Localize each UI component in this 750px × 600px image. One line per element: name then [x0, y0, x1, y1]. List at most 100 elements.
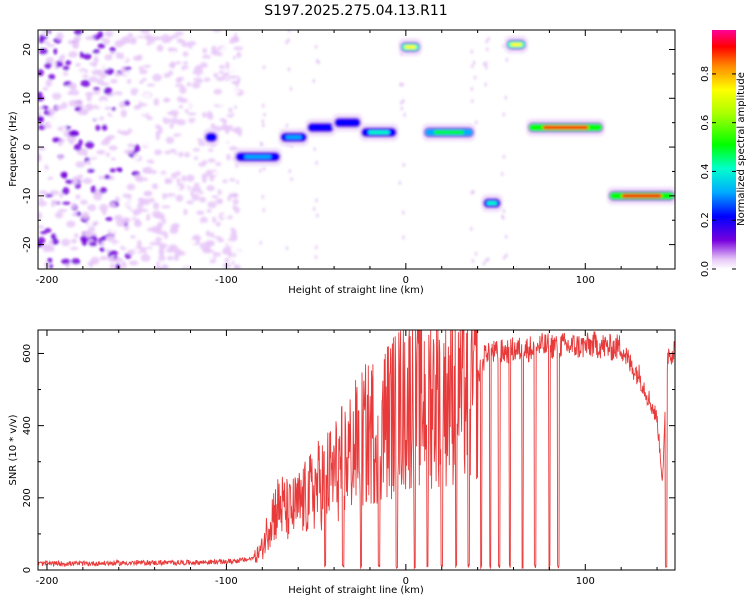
- noise-blob: [59, 120, 70, 126]
- vertical-speckle: [263, 112, 266, 117]
- noise-blob: [233, 139, 239, 147]
- noise-blob: [124, 166, 130, 175]
- noise-blob: [184, 224, 190, 232]
- noise-blob: [138, 208, 149, 213]
- noise-blob: [82, 45, 93, 54]
- vertical-speckle: [470, 87, 474, 92]
- noise-blob: [50, 115, 58, 121]
- noise-blob: [115, 51, 121, 59]
- noise-blob: [72, 176, 81, 180]
- noise-blob: [203, 37, 209, 43]
- noise-blob: [184, 109, 189, 113]
- noise-blob: [178, 135, 187, 140]
- noise-blob: [123, 149, 134, 154]
- noise-blob: [193, 156, 199, 161]
- vertical-speckle: [505, 253, 508, 258]
- noise-blob: [82, 61, 87, 70]
- noise-blob: [212, 30, 222, 33]
- noise-blob: [97, 229, 107, 234]
- noise-blob: [123, 233, 131, 241]
- noise-blob: [126, 183, 136, 191]
- noise-blob: [206, 208, 212, 213]
- noise-blob: [212, 252, 222, 257]
- noise-blob: [54, 211, 63, 219]
- y-tick-label: -10: [22, 188, 33, 204]
- noise-blob: [186, 250, 194, 257]
- noise-blob: [70, 169, 76, 176]
- noise-blob: [183, 208, 188, 216]
- noise-blob: [136, 90, 146, 99]
- feature-core: [339, 120, 356, 125]
- spectral-feature: [278, 128, 310, 147]
- noise-blob: [82, 53, 92, 60]
- noise-blob: [99, 255, 108, 261]
- noise-blob: [76, 70, 86, 76]
- noise-blob: [104, 245, 112, 250]
- vertical-speckle: [402, 210, 405, 215]
- vertical-speckle: [262, 65, 266, 70]
- noise-blob: [228, 68, 236, 75]
- noise-blob: [215, 162, 222, 167]
- noise-blob: [187, 235, 193, 239]
- noise-blob: [132, 55, 142, 62]
- noise-blob: [104, 54, 113, 61]
- noise-blob: [86, 161, 92, 165]
- noise-blob: [49, 121, 59, 127]
- noise-blob: [155, 237, 162, 242]
- noise-blob: [171, 184, 181, 191]
- noise-blob: [88, 62, 97, 66]
- vertical-speckle: [261, 103, 265, 108]
- noise-blob: [161, 205, 171, 209]
- noise-blob: [222, 262, 232, 269]
- noise-blob: [178, 104, 183, 109]
- noise-blob: [79, 88, 85, 96]
- vertical-speckle: [485, 65, 488, 70]
- noise-blob: [85, 140, 95, 149]
- noise-blob: [77, 110, 88, 116]
- noise-blob: [137, 197, 144, 203]
- noise-blob: [100, 38, 107, 42]
- noise-blob: [148, 169, 158, 174]
- vertical-speckle: [470, 49, 474, 54]
- noise-blob: [45, 57, 54, 64]
- noise-blob: [199, 72, 208, 79]
- noise-blob: [175, 194, 184, 202]
- noise-blob: [215, 221, 221, 227]
- noise-blob: [174, 83, 184, 88]
- spectral-feature: [606, 186, 675, 205]
- noise-blob: [105, 152, 111, 158]
- noise-blob: [219, 65, 225, 69]
- noise-blob: [219, 46, 229, 54]
- noise-blob: [181, 175, 187, 182]
- y-tick-label: 200: [22, 488, 33, 507]
- noise-blob: [91, 250, 98, 255]
- noise-blob: [134, 32, 144, 37]
- noise-blob: [216, 154, 227, 158]
- noise-blob: [38, 142, 42, 147]
- noise-blob: [199, 62, 208, 69]
- vertical-speckle: [262, 166, 266, 171]
- noise-blob: [193, 182, 200, 187]
- vertical-speckle: [402, 99, 405, 104]
- noise-blob: [121, 65, 126, 74]
- noise-blob: [179, 260, 186, 265]
- feature-core: [312, 125, 329, 130]
- noise-blob: [182, 61, 189, 65]
- noise-blob: [151, 183, 159, 190]
- noise-blob: [72, 179, 79, 185]
- noise-blob: [161, 34, 170, 42]
- vertical-speckle: [315, 59, 319, 64]
- noise-blob: [105, 216, 113, 221]
- noise-blob: [132, 47, 137, 52]
- noise-blob: [39, 196, 44, 203]
- noise-blob: [113, 114, 123, 119]
- noise-blob: [101, 124, 108, 131]
- noise-blob: [90, 256, 100, 265]
- noise-blob: [170, 50, 178, 59]
- noise-blob: [67, 39, 73, 45]
- noise-blob: [47, 97, 53, 104]
- noise-blob: [80, 41, 86, 50]
- vertical-speckle: [315, 245, 318, 250]
- noise-blob: [103, 87, 113, 95]
- noise-blob: [176, 177, 181, 184]
